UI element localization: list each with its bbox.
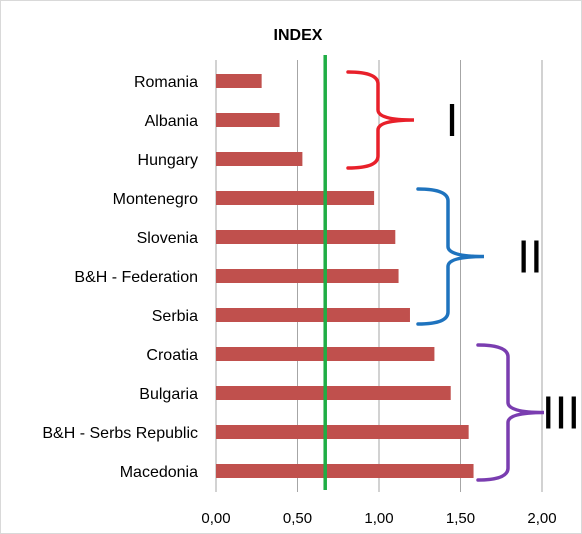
category-label: B&H - Serbs Republic <box>42 425 198 442</box>
category-label: Romania <box>134 74 198 91</box>
bar <box>216 425 469 439</box>
bar <box>216 113 280 127</box>
category-labels: Romania Albania Hungary Montenegro Slovenia B… <box>42 74 198 481</box>
group-bracket <box>476 343 545 482</box>
group-bracket <box>346 70 415 170</box>
group-label: I <box>446 94 459 146</box>
x-tick-label: 1,50 <box>446 510 475 527</box>
category-label: Macedonia <box>120 464 198 481</box>
bar <box>216 191 375 205</box>
group-label: III <box>542 387 580 439</box>
category-label: Serbia <box>152 308 198 325</box>
x-axis-tick-labels: 0,00 0,50 1,00 1,50 2,00 <box>201 510 556 527</box>
bar <box>216 386 451 400</box>
bar <box>216 308 410 322</box>
group-label: II <box>517 231 543 283</box>
category-label: Bulgaria <box>139 386 198 403</box>
category-label: Hungary <box>138 152 198 169</box>
bar <box>216 74 262 88</box>
x-tick-label: 0,00 <box>201 510 230 527</box>
x-tick-label: 0,50 <box>283 510 312 527</box>
x-tick-label: 2,00 <box>527 510 556 527</box>
category-label: Albania <box>145 113 198 130</box>
category-label: Slovenia <box>137 230 198 247</box>
bar <box>216 464 474 478</box>
category-label: Montenegro <box>113 191 198 208</box>
bar <box>216 269 399 283</box>
category-label: B&H - Federation <box>74 269 198 286</box>
chart-title: INDEX <box>274 27 323 44</box>
bar <box>216 152 303 166</box>
bars <box>216 74 474 478</box>
bar <box>216 230 396 244</box>
group-bracket <box>416 187 485 326</box>
x-tick-label: 1,00 <box>364 510 393 527</box>
category-label: Croatia <box>146 347 198 364</box>
